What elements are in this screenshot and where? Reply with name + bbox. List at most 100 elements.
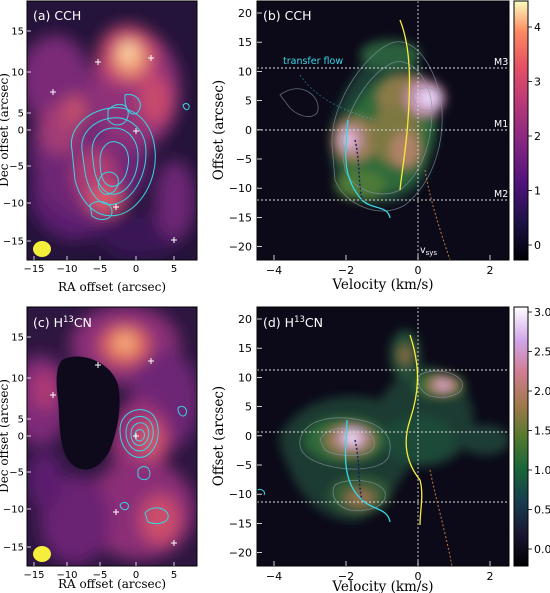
colorbar-tick-label: 0.5 bbox=[534, 504, 550, 517]
map-xtick-label: −5 bbox=[93, 264, 108, 275]
panel-d-pv bbox=[256, 306, 510, 567]
map-xtick-label: 0 bbox=[133, 264, 139, 275]
map-ytick-label: 15 bbox=[11, 333, 24, 344]
colorbar-b-ticks: 4 3 2 1 0 bbox=[528, 21, 541, 252]
marker-m2: M2 bbox=[494, 189, 508, 200]
panel-a-contours bbox=[70, 93, 190, 220]
pv-ytick-label: 5 bbox=[245, 95, 252, 108]
panel-b-guides bbox=[257, 1, 509, 260]
colorbar-tick-label: 1.0 bbox=[534, 464, 550, 477]
transfer-flow-label: transfer flow bbox=[283, 56, 343, 67]
map-ytick-label: 5 bbox=[18, 109, 24, 120]
pv-ytick-label: −15 bbox=[229, 517, 252, 530]
map-ytick-label: 10 bbox=[11, 374, 24, 385]
pv-ytick-label: −20 bbox=[229, 547, 252, 560]
colorbar-tick-label: 1.5 bbox=[534, 425, 550, 438]
map-axes: −15 −10 −5 0 5 15 10 5 0 −5 −10 −15 −15 −10 −5 0 5 15 10 5 0… bbox=[3, 27, 177, 582]
panel-c-star-markers bbox=[50, 358, 177, 546]
colorbar-tick-label: 2.5 bbox=[534, 346, 550, 359]
panel-c-map bbox=[26, 306, 198, 567]
map-ytick-label: −15 bbox=[3, 237, 24, 248]
pv-xtick-label: 2 bbox=[487, 570, 494, 583]
pv-ytick-label: −5 bbox=[236, 153, 252, 166]
map-ytick-label: −10 bbox=[3, 199, 24, 210]
pv-xtick-label: −4 bbox=[266, 264, 282, 277]
map-ytick-label: 5 bbox=[18, 415, 24, 426]
panel-d-label: (d) H13CN bbox=[263, 315, 323, 330]
colorbar-tick-label: 2 bbox=[534, 130, 541, 143]
pv-ytick-label: 0 bbox=[245, 430, 252, 443]
panel-b-emission bbox=[257, 1, 509, 260]
colorbar-tick-label: 4 bbox=[534, 21, 541, 34]
panel-d-ylabel: Offset (arcsec) bbox=[211, 386, 227, 486]
map-ytick-label: −5 bbox=[9, 162, 24, 173]
panel-a-beam bbox=[33, 241, 51, 257]
pv-ytick-label: −10 bbox=[229, 488, 252, 501]
map-xtick-label: −10 bbox=[56, 570, 77, 581]
map-ytick-label: 15 bbox=[11, 27, 24, 38]
panel-c-xlabel: RA offset (arcsec) bbox=[58, 577, 166, 591]
map-ytick-label: −10 bbox=[3, 505, 24, 516]
map-xtick-label: −15 bbox=[23, 264, 44, 275]
panel-b-pv bbox=[256, 0, 510, 261]
map-ytick-label: 0 bbox=[18, 126, 24, 137]
map-ytick-label: 0 bbox=[18, 432, 24, 443]
map-ytick-label: −5 bbox=[9, 468, 24, 479]
map-xtick-label: 5 bbox=[171, 570, 177, 581]
pv-xtick-label: 2 bbox=[487, 264, 494, 277]
colorbar-tick-label: 0 bbox=[534, 239, 541, 252]
colorbar-d-ticks: 3.0 2.5 2.0 1.5 1.0 0.5 0.0 bbox=[528, 306, 550, 556]
pv-ytick-label: 0 bbox=[245, 124, 252, 137]
pv-ytick-label: −5 bbox=[236, 459, 252, 472]
panel-a-star-markers bbox=[50, 55, 177, 243]
panel-b-contours bbox=[279, 41, 443, 212]
colorbar-b bbox=[513, 0, 529, 261]
panel-b-ylabel: Offset (arcsec) bbox=[211, 80, 227, 180]
panel-c-label: (c) H13CN bbox=[33, 315, 92, 330]
pv-ytick-label: −20 bbox=[229, 241, 252, 254]
pv-ytick-label: 20 bbox=[238, 313, 252, 326]
panel-d-xlabel: Velocity (km/s) bbox=[331, 579, 433, 593]
pv-xtick-label: −2 bbox=[338, 570, 354, 583]
map-ytick-label: −15 bbox=[3, 543, 24, 554]
panel-a-xlabel: RA offset (arcsec) bbox=[58, 280, 166, 294]
pv-ytick-label: 20 bbox=[238, 7, 252, 20]
panel-b-yellow-curve bbox=[399, 19, 411, 191]
panel-b-label: (b) CCH bbox=[263, 8, 312, 23]
panel-c-empty-region bbox=[56, 356, 120, 470]
map-ytick-label: 10 bbox=[11, 68, 24, 79]
panel-c-contours bbox=[119, 405, 187, 525]
pv-xtick-label: −2 bbox=[338, 264, 354, 277]
panel-d-yellow-curve bbox=[405, 334, 423, 526]
pv-ytick-label: 15 bbox=[238, 36, 252, 49]
pv-ytick-label: 10 bbox=[238, 65, 252, 78]
panel-a-emission bbox=[27, 25, 195, 257]
colorbar-tick-label: 1 bbox=[534, 185, 541, 198]
map-xtick-label: −10 bbox=[56, 264, 77, 275]
pv-ytick-label: −10 bbox=[229, 182, 252, 195]
map-xtick-label: 0 bbox=[133, 570, 139, 581]
panel-c-ylabel: Dec offset (arcsec) bbox=[0, 379, 11, 493]
pv-ytick-label: 10 bbox=[238, 371, 252, 384]
colorbar-d bbox=[513, 306, 529, 567]
vsys-label: vsys bbox=[420, 245, 437, 257]
panel-a-label: (a) CCH bbox=[33, 8, 81, 23]
panel-d-guides bbox=[257, 307, 509, 566]
map-xtick-label: 5 bbox=[171, 264, 177, 275]
panel-b-xlabel: Velocity (km/s) bbox=[331, 277, 433, 293]
panel-d-contours bbox=[299, 370, 463, 511]
colorbar-tick-label: 2.0 bbox=[534, 385, 550, 398]
panel-a-ylabel: Dec offset (arcsec) bbox=[0, 73, 11, 187]
panel-d-emission bbox=[257, 307, 509, 566]
panel-c-emission bbox=[27, 307, 197, 565]
marker-m1: M1 bbox=[494, 119, 508, 130]
colorbar-tick-label: 3.0 bbox=[534, 306, 550, 319]
pv-xtick-label: 0 bbox=[415, 570, 422, 583]
pv-ytick-label: 15 bbox=[238, 342, 252, 355]
colorbar-tick-label: 3 bbox=[534, 76, 541, 89]
panel-c-beam bbox=[33, 546, 51, 562]
pv-ytick-label: 5 bbox=[245, 401, 252, 414]
map-xtick-label: −5 bbox=[93, 570, 108, 581]
